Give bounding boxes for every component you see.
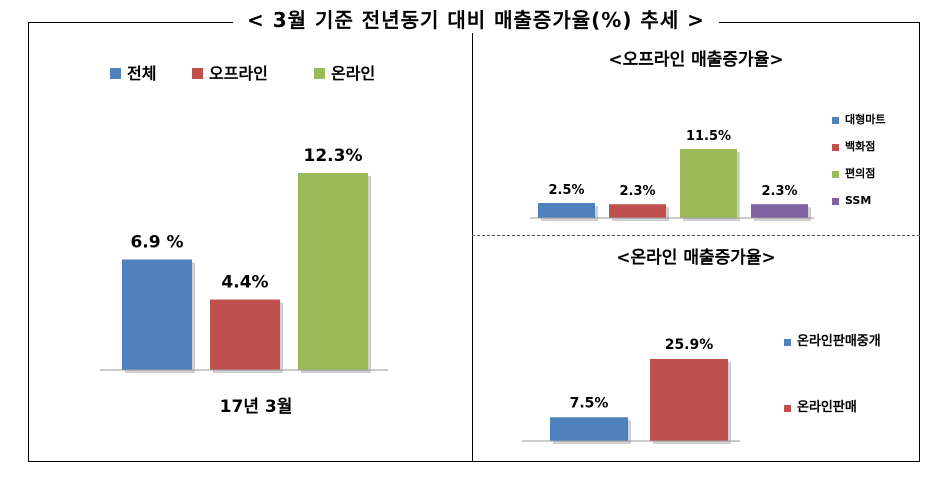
online-bar-label-1: 25.9% xyxy=(665,337,714,353)
main-title-wrap: < 3월 기준 전년동기 대비 매출증가율(%) 추세 > xyxy=(0,4,952,33)
overall-bar-2 xyxy=(298,173,368,370)
main-title: < 3월 기준 전년동기 대비 매출증가율(%) 추세 > xyxy=(233,4,719,33)
overall-bar-1 xyxy=(210,299,280,370)
horizontal-divider xyxy=(472,235,920,236)
offline-bar-label-3: 2.3% xyxy=(761,184,797,199)
overall-legend-swatch-2 xyxy=(314,68,325,79)
online-legend-swatch-1 xyxy=(784,405,791,412)
offline-bar-3 xyxy=(751,204,808,218)
online-bars: 7.5% 25.9% xyxy=(550,337,731,444)
offline-legend-swatch-1 xyxy=(832,144,839,151)
overall-bar-0 xyxy=(122,259,192,370)
overall-growth-chart: 전체 오프라인 온라인 6.9 % 4.4% 12.3% 17년 3월 xyxy=(100,64,388,417)
overall-bar-label-0: 6.9 % xyxy=(130,232,183,252)
overall-xlabel: 17년 3월 xyxy=(220,397,293,417)
online-bar-0 xyxy=(550,417,628,441)
offline-legend-label-0: 대형마트 xyxy=(845,112,885,126)
offline-bar-label-1: 2.3% xyxy=(619,184,655,199)
vertical-divider xyxy=(472,22,473,462)
offline-bar-label-0: 2.5% xyxy=(548,183,584,198)
offline-bar-2 xyxy=(680,149,737,218)
overall-bars: 6.9 % 4.4% 12.3% xyxy=(122,146,371,373)
overall-bar-label-1: 4.4% xyxy=(221,273,268,293)
online-bar-1 xyxy=(650,359,728,441)
offline-legend-label-1: 백화점 xyxy=(845,139,875,153)
online-chart-title: <온라인 매출증가율> xyxy=(616,248,776,268)
offline-bar-0 xyxy=(538,203,595,218)
offline-growth-chart: <오프라인 매출증가율> 2.5% 2.3% 11.5% 2.3% 대형마트백화점편의… xyxy=(530,50,885,221)
offline-legend-swatch-2 xyxy=(832,171,839,178)
overall-legend-swatch-0 xyxy=(110,68,121,79)
offline-bar-1 xyxy=(609,204,666,218)
overall-bar-label-2: 12.3% xyxy=(304,146,363,166)
offline-legend-swatch-3 xyxy=(832,198,839,205)
online-legend-label-0: 온라인판매중개 xyxy=(797,333,881,349)
offline-legend-label-2: 편의점 xyxy=(845,166,875,180)
offline-legend-label-3: SSM xyxy=(845,194,871,207)
online-bar-label-0: 7.5% xyxy=(570,395,609,411)
offline-legend-swatch-0 xyxy=(832,117,839,124)
overall-legend-label-2: 온라인 xyxy=(331,64,375,83)
online-legend-label-1: 온라인판매 xyxy=(797,399,857,415)
offline-chart-title: <오프라인 매출증가율> xyxy=(608,50,783,70)
overall-legend: 전체 오프라인 온라인 xyxy=(110,64,375,83)
offline-bars: 2.5% 2.3% 11.5% 2.3% xyxy=(538,129,811,221)
offline-bar-label-2: 11.5% xyxy=(686,129,731,144)
overall-legend-label-0: 전체 xyxy=(127,64,156,83)
online-legend-swatch-0 xyxy=(784,339,791,346)
overall-legend-swatch-1 xyxy=(192,68,203,79)
overall-legend-label-1: 오프라인 xyxy=(209,64,268,83)
